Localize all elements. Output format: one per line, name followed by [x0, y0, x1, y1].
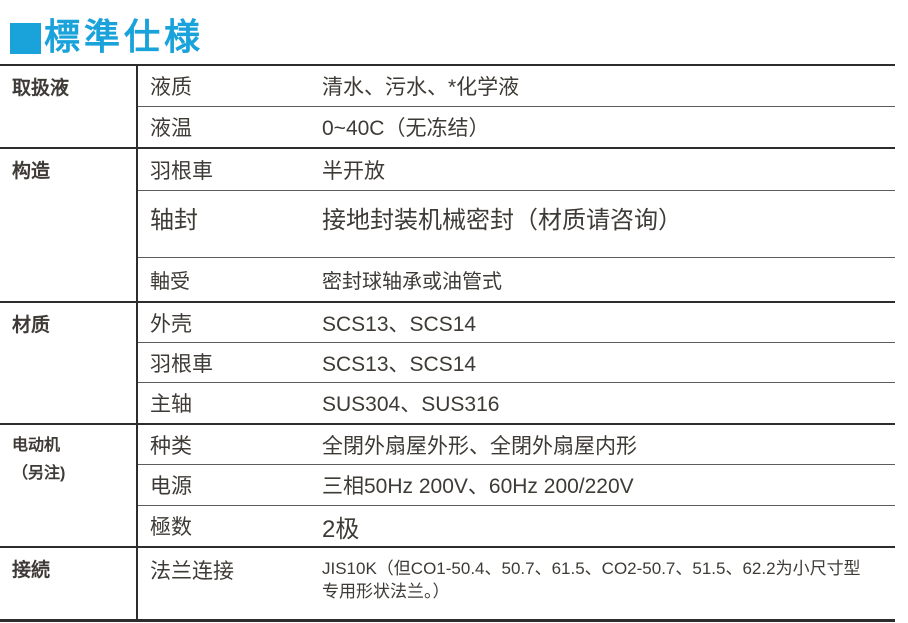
attribute-cell: 种类 — [150, 434, 192, 458]
value-cell: 2极 — [322, 515, 360, 543]
attribute-cell: 主轴 — [150, 393, 192, 416]
table-row: 法兰连接 JIS10K（但CO1-50.4、50.7、61.5、CO2-50.7、… — [138, 548, 895, 619]
group-rows: 外壳 SCS13、SCS14 羽根車 SCS13、SCS14 主轴 SUS304、SUS3… — [138, 303, 895, 423]
category-cell: 构造 — [0, 149, 138, 301]
value-cell: 全閉外扇屋外形、全閉外扇屋内形 — [322, 434, 637, 458]
attribute-cell: 轴封 — [150, 207, 198, 234]
value-cell: 密封球轴承或油管式 — [322, 271, 502, 293]
attribute-cell: 羽根車 — [150, 352, 213, 376]
spec-table: 取扱液 液质 清水、污水、*化学液 液温 0~40C（无冻结） 构造 羽根車 半开放 轴封 接地封… — [0, 64, 895, 622]
group-rows: 种类 全閉外扇屋外形、全閉外扇屋内形电源 三相50Hz 200V、60Hz 200/… — [138, 425, 895, 546]
table-group: 电动机（另注) 种类 全閉外扇屋外形、全閉外扇屋内形电源 三相50Hz 200V、60… — [0, 425, 895, 548]
attribute-cell: 液质 — [150, 76, 192, 99]
section-marker-icon — [10, 22, 41, 54]
value-cell: 清水、污水、*化学液 — [322, 76, 520, 99]
value-cell: 0~40C（无冻结） — [322, 117, 490, 140]
attribute-cell: 極数 — [150, 516, 192, 539]
table-row: 極数 2极 — [138, 506, 895, 546]
attribute-cell: 电源 — [150, 475, 192, 498]
page-title: 標準仕様 — [44, 16, 205, 57]
category-cell: 接続 — [0, 548, 138, 619]
table-group: 材质 外壳 SCS13、SCS14 羽根車 SCS13、SCS14 主轴 SUS304、SU… — [0, 303, 895, 425]
table-row: 种类 全閉外扇屋外形、全閉外扇屋内形 — [138, 425, 895, 465]
table-row: 液温 0~40C（无冻结） — [138, 107, 895, 147]
group-rows: 液质 清水、污水、*化学液液温 0~40C（无冻结） — [138, 66, 895, 147]
section-header: 標準仕様 — [0, 0, 908, 64]
attribute-cell: 液温 — [150, 117, 192, 140]
category-cell: 材质 — [0, 303, 138, 423]
table-row: 羽根車 SCS13、SCS14 — [138, 343, 895, 383]
table-row: 液质 清水、污水、*化学液 — [138, 66, 895, 107]
value-cell: 接地封装机械密封（材质请咨询） — [322, 207, 682, 234]
value-cell: SCS13、SCS14 — [322, 312, 477, 336]
group-rows: 法兰连接 JIS10K（但CO1-50.4、50.7、61.5、CO2-50.7、… — [138, 548, 895, 619]
attribute-cell: 羽根車 — [150, 159, 213, 183]
table-row: 羽根車 半开放 — [138, 149, 895, 191]
value-cell: 半开放 — [322, 159, 385, 183]
category-cell: 电动机（另注) — [0, 425, 138, 546]
table-row: 轴封 接地封装机械密封（材质请咨询） — [138, 191, 895, 258]
table-group: 取扱液 液质 清水、污水、*化学液液温 0~40C（无冻结） — [0, 66, 895, 149]
value-cell: 三相50Hz 200V、60Hz 200/220V — [322, 475, 634, 498]
table-row: 軸受 密封球轴承或油管式 — [138, 258, 895, 301]
attribute-cell: 軸受 — [150, 271, 190, 293]
attribute-cell: 法兰连接 — [150, 560, 234, 583]
value-cell: JIS10K（但CO1-50.4、50.7、61.5、CO2-50.7、51.5… — [322, 559, 861, 601]
attribute-cell: 外壳 — [150, 312, 192, 336]
value-cell: SUS304、SUS316 — [322, 393, 500, 416]
value-cell: SCS13、SCS14 — [322, 352, 477, 376]
table-group: 接続 法兰连接 JIS10K（但CO1-50.4、50.7、61.5、CO2-50.… — [0, 548, 895, 619]
group-rows: 羽根車 半开放轴封 接地封装机械密封（材质请咨询） 軸受 密封球轴承或油管式 — [138, 149, 895, 301]
category-cell: 取扱液 — [0, 66, 138, 147]
table-row: 电源 三相50Hz 200V、60Hz 200/220V — [138, 465, 895, 506]
table-group: 构造 羽根車 半开放轴封 接地封装机械密封（材质请咨询） 軸受 密封球轴承或油管式 — [0, 149, 895, 303]
table-row: 主轴 SUS304、SUS316 — [138, 383, 895, 423]
table-row: 外壳 SCS13、SCS14 — [138, 303, 895, 343]
